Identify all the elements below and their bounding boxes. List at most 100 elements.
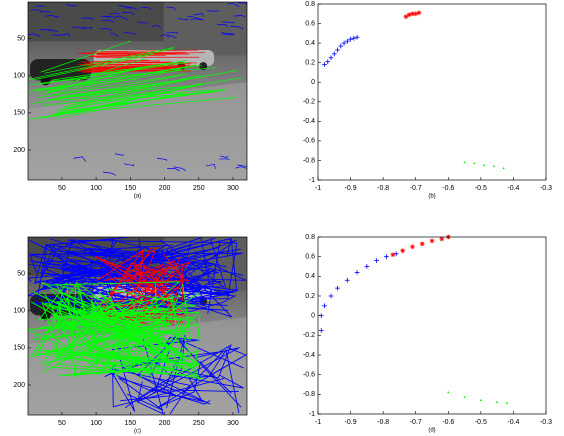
marker-stroke — [400, 248, 405, 253]
track — [64, 93, 157, 110]
track — [34, 241, 235, 313]
marker-stroke — [403, 14, 408, 19]
track — [125, 7, 138, 10]
y-tick-label: 150 — [13, 110, 25, 117]
y-tick-label: -0.4 — [303, 352, 315, 359]
track — [88, 54, 166, 57]
point — [400, 248, 406, 254]
marker-stroke — [439, 237, 444, 241]
axes-box — [27, 236, 248, 416]
track — [237, 2, 247, 4]
track — [41, 84, 203, 119]
track — [47, 58, 146, 91]
track — [167, 167, 180, 172]
track — [222, 21, 235, 24]
track — [78, 314, 187, 346]
point — [374, 258, 380, 263]
y-tick-label: -0.4 — [303, 118, 315, 125]
track — [216, 24, 229, 27]
point — [447, 391, 450, 394]
point — [419, 241, 425, 247]
track — [44, 47, 175, 74]
track — [29, 237, 243, 291]
point — [483, 164, 486, 167]
track — [160, 34, 170, 38]
track — [36, 283, 172, 359]
track — [114, 153, 125, 156]
track — [93, 300, 171, 378]
point — [403, 14, 409, 20]
y-tick-label: 50 — [17, 36, 25, 43]
track — [233, 15, 246, 18]
caption: (b) — [428, 194, 435, 200]
track — [205, 164, 216, 169]
point — [473, 162, 476, 165]
track — [100, 28, 113, 31]
point — [344, 277, 350, 283]
point — [463, 396, 466, 399]
point — [406, 12, 412, 18]
track — [52, 60, 186, 81]
track — [104, 16, 116, 19]
track — [81, 17, 94, 21]
point — [351, 35, 357, 41]
track — [173, 166, 187, 172]
track — [44, 29, 59, 32]
x-tick-label: 100 — [90, 185, 102, 192]
x-tick-label: -0.8 — [377, 419, 389, 426]
track — [55, 301, 160, 373]
point — [502, 167, 505, 170]
track — [193, 13, 204, 17]
y-tick-label: 0.4 — [305, 273, 315, 280]
track — [69, 82, 203, 115]
track — [33, 53, 154, 81]
track — [100, 15, 110, 19]
x-tick-label: 150 — [124, 420, 136, 427]
track — [40, 237, 238, 311]
track — [60, 258, 215, 303]
track — [93, 245, 164, 324]
point — [338, 43, 344, 49]
track — [150, 261, 184, 302]
y-tick-label: -0.8 — [303, 391, 315, 398]
point — [328, 55, 334, 61]
track — [177, 18, 189, 21]
x-tick-label: -0.4 — [507, 419, 519, 426]
track — [219, 158, 230, 161]
plot-area — [318, 237, 546, 414]
x-tick-label: 50 — [58, 420, 66, 427]
track — [109, 33, 119, 37]
track — [118, 4, 132, 8]
track — [28, 48, 174, 80]
track — [87, 66, 184, 68]
wheel — [40, 310, 51, 321]
x-tick-label: 250 — [193, 185, 205, 192]
track — [90, 53, 162, 57]
point — [496, 401, 499, 404]
track — [221, 32, 235, 35]
track — [29, 61, 190, 86]
track — [40, 40, 132, 73]
track — [45, 238, 232, 291]
axes-box — [27, 1, 248, 181]
y-tick-label: 0.4 — [305, 40, 315, 47]
point — [364, 264, 370, 269]
track — [227, 3, 240, 8]
x-tick-label: -0.9 — [345, 185, 357, 192]
track — [55, 82, 163, 99]
y-tick-label: 200 — [13, 382, 25, 389]
track — [89, 65, 191, 68]
marker-stroke — [430, 238, 434, 243]
point — [390, 252, 396, 258]
x-tick-label: 300 — [227, 420, 239, 427]
track — [121, 12, 135, 16]
point — [331, 51, 337, 57]
track — [109, 13, 119, 15]
track — [28, 64, 202, 92]
y-tick-label: 50 — [17, 271, 25, 278]
track — [95, 255, 179, 313]
track — [62, 74, 199, 108]
track — [61, 33, 71, 37]
track — [221, 33, 235, 36]
